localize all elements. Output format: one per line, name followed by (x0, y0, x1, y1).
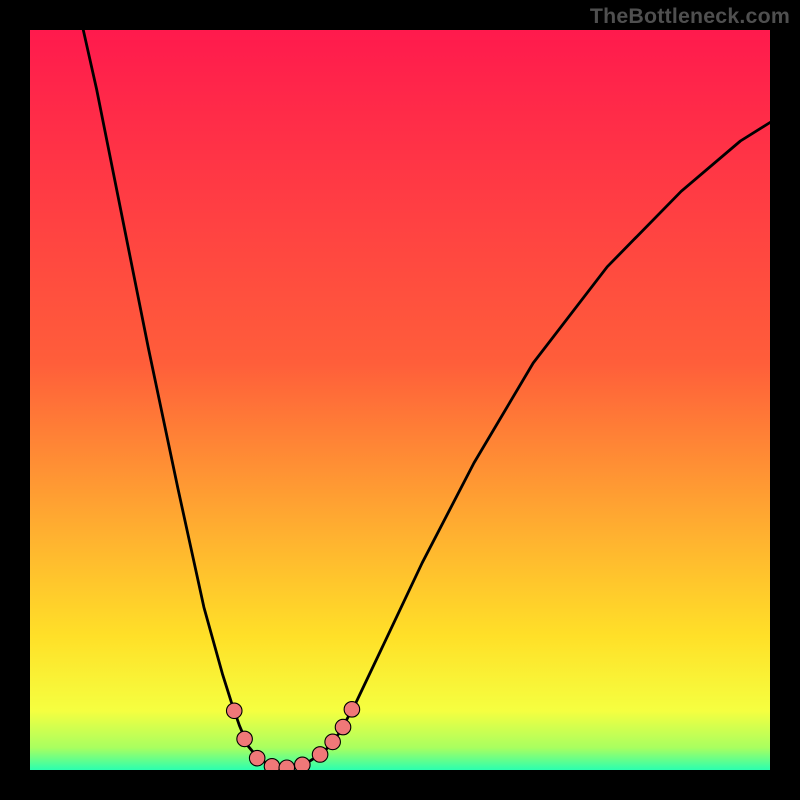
curve-marker (295, 757, 311, 770)
curve-svg (30, 30, 770, 770)
watermark-text: TheBottleneck.com (590, 4, 790, 29)
chart-wrapper: TheBottleneck.com (0, 0, 800, 800)
bottleneck-curve (83, 30, 770, 768)
curve-marker (279, 760, 295, 770)
curve-marker (226, 703, 242, 719)
curve-marker (237, 731, 253, 747)
curve-marker (344, 702, 360, 718)
curve-marker (264, 759, 280, 770)
curve-marker (312, 747, 328, 763)
curve-marker (325, 734, 341, 750)
curve-marker (249, 750, 265, 766)
curve-marker (335, 719, 351, 735)
